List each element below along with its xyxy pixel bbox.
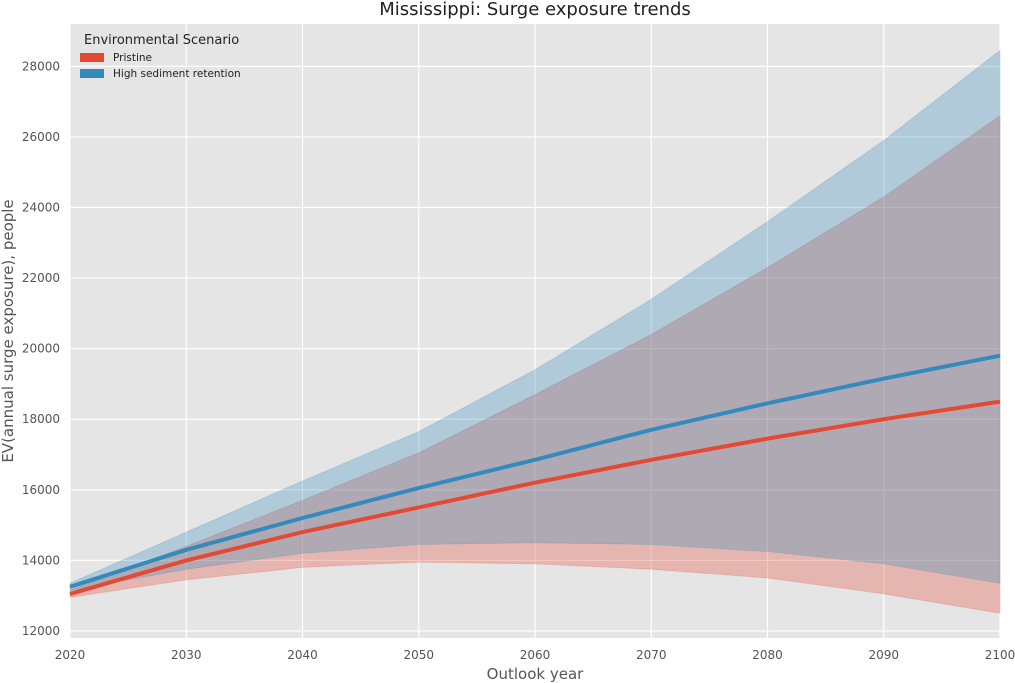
legend-label-high-sediment-retention: High sediment retention [113,68,241,80]
y-tick-28000: 28000 [22,59,60,73]
legend-title: Environmental Scenario [84,33,239,48]
y-tick-18000: 18000 [22,412,60,426]
legend-swatch-pristine [80,53,104,62]
series-lines [69,353,1001,596]
x-tick-2080: 2080 [752,648,783,662]
line-pristine [69,399,1001,596]
x-tick-2070: 2070 [636,648,667,662]
gridlines [69,24,1001,638]
chart-title: Mississippi: Surge exposure trends [379,0,691,20]
y-tick-22000: 22000 [22,271,60,285]
y-tick-20000: 20000 [22,342,60,356]
band-high-sediment-retention [69,49,1001,591]
x-tick-2040: 2040 [287,648,318,662]
x-tick-2030: 2030 [171,648,202,662]
confidence-bands [69,49,1001,614]
y-axis-label: EV(annual surge exposure), people [0,199,17,462]
x-tick-2090: 2090 [868,648,899,662]
y-tick-labels: 12000 14000 16000 18000 20000 22000 24000 26000… [22,59,60,638]
y-tick-24000: 24000 [22,200,60,214]
x-axis-label: Outlook year [487,665,584,683]
legend: Environmental Scenario Pristine High sed… [80,33,241,80]
x-tick-2020: 2020 [55,648,86,662]
y-tick-14000: 14000 [22,553,60,567]
x-tick-2060: 2060 [520,648,551,662]
x-tick-2050: 2050 [403,648,434,662]
line-high-sediment-retention [69,353,1001,589]
y-tick-16000: 16000 [22,483,60,497]
x-tick-labels: 2020 2030 2040 2050 2060 2070 2080 2090 2100 [55,648,1015,662]
band-pristine [69,114,1001,614]
legend-swatch-high-sediment-retention [80,69,104,78]
y-tick-12000: 12000 [22,624,60,638]
y-tick-26000: 26000 [22,130,60,144]
legend-label-pristine: Pristine [113,52,152,64]
x-tick-2100: 2100 [985,648,1015,662]
